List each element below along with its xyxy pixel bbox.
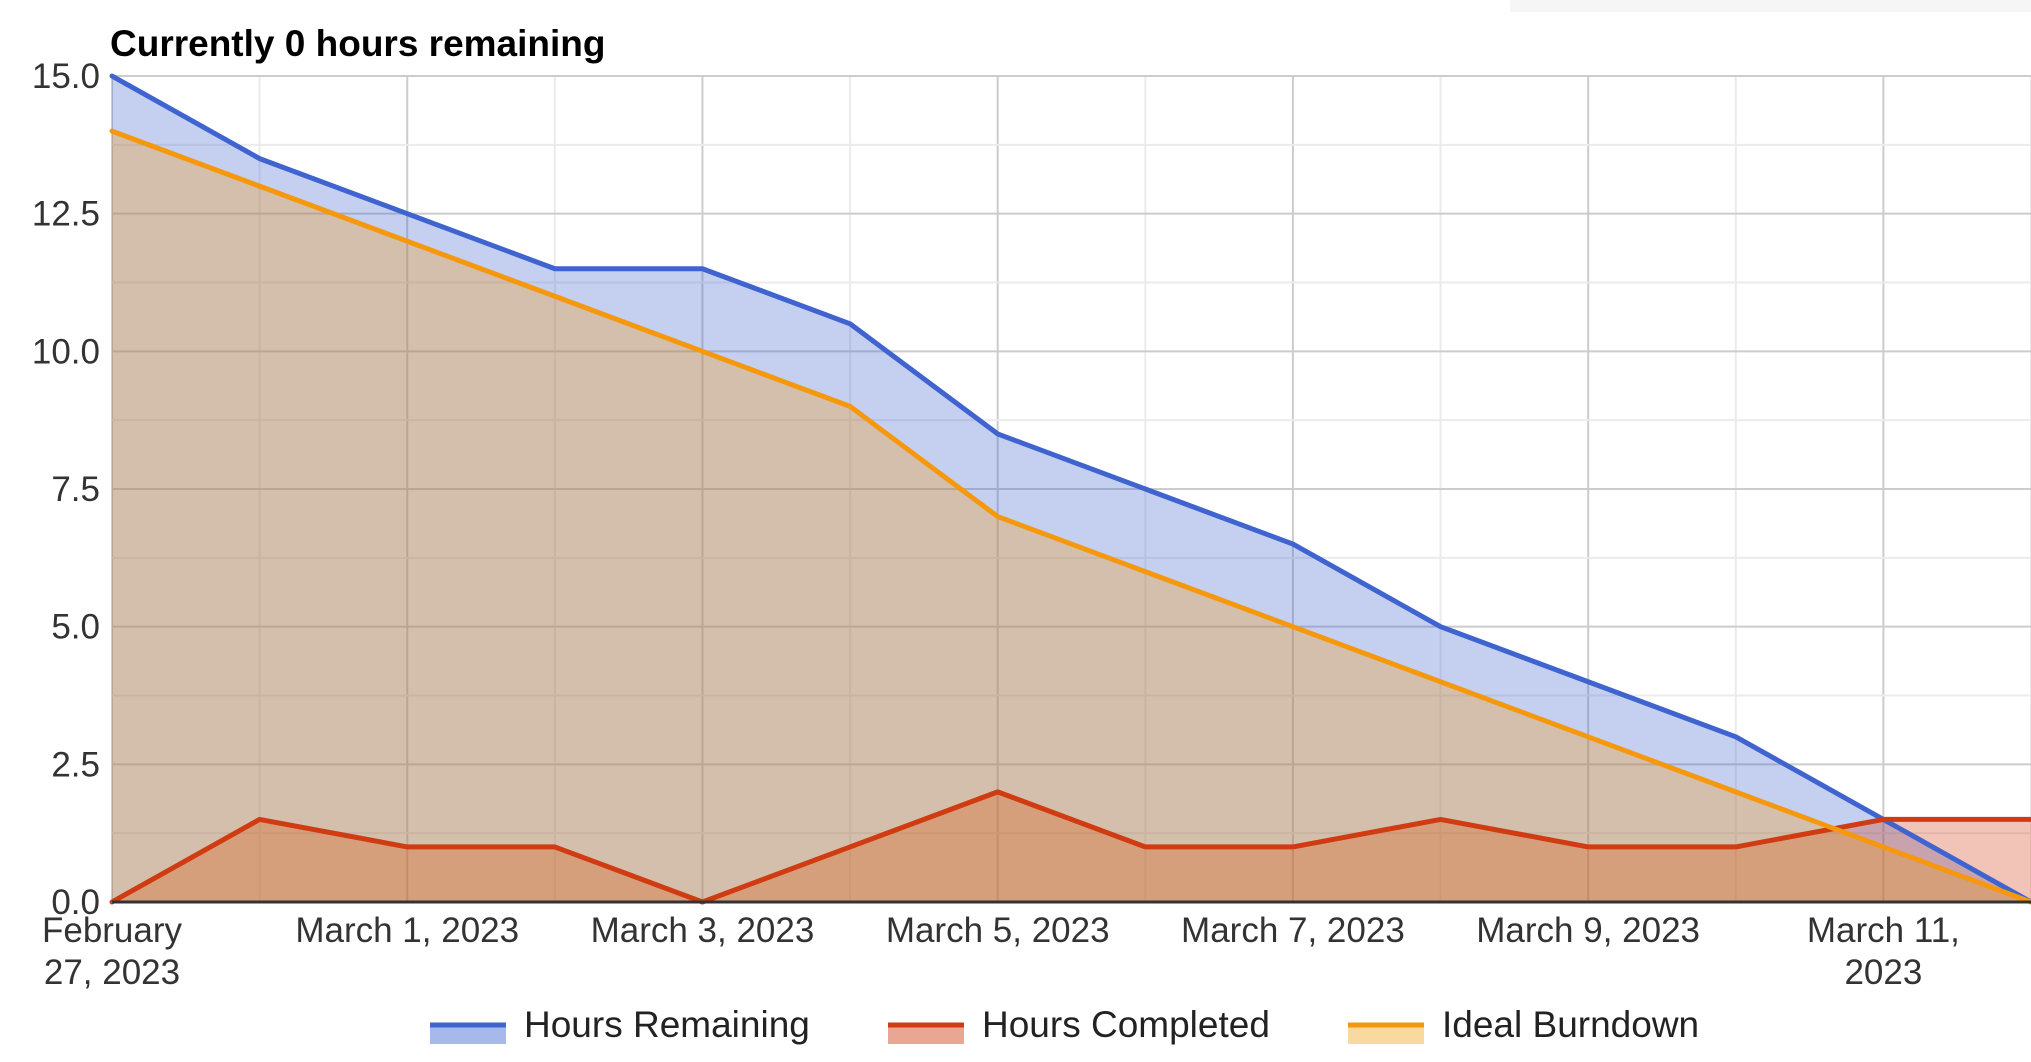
legend-item-hours-completed[interactable]: Hours Completed xyxy=(888,1004,1270,1045)
series-areas xyxy=(112,76,2031,902)
x-tick-label: February 27, 2023 xyxy=(42,911,183,992)
legend-label: Ideal Burndown xyxy=(1442,1004,1699,1045)
axes: 0.0 2.5 5.0 7.5 10.0 12.5 15.0 February 27, 2023… xyxy=(32,57,2031,992)
grid xyxy=(111,75,2031,902)
y-tick-label: 15.0 xyxy=(32,57,100,96)
chart-title: Currently 0 hours remaining xyxy=(110,23,606,64)
area-hours-completed xyxy=(112,791,2031,902)
area-ideal-burndown xyxy=(112,131,2031,902)
legend-item-hours-remaining[interactable]: Hours Remaining xyxy=(430,1004,810,1045)
area-hours-remaining xyxy=(112,76,2031,902)
y-tick-label: 7.5 xyxy=(51,470,100,509)
legend-swatch-fill xyxy=(430,1024,506,1044)
y-tick-label: 10.0 xyxy=(32,332,100,371)
legend: Hours Remaining Hours Completed Ideal Burn… xyxy=(430,1004,1699,1045)
legend-item-ideal-burndown[interactable]: Ideal Burndown xyxy=(1348,1004,1699,1045)
y-tick-label: 2.5 xyxy=(51,745,100,784)
y-tick-label: 5.0 xyxy=(51,608,100,647)
legend-label: Hours Completed xyxy=(982,1004,1270,1045)
legend-swatch-fill xyxy=(888,1024,964,1044)
y-tick-label: 0.0 xyxy=(51,883,100,922)
y-tick-label: 12.5 xyxy=(32,195,100,234)
x-tick-label: March 1, 2023 xyxy=(295,911,519,950)
legend-swatch-fill xyxy=(1348,1024,1424,1044)
line-hours-remaining xyxy=(109,73,2031,905)
line-hours-completed xyxy=(109,789,2031,905)
x-tick-label: March 9, 2023 xyxy=(1476,911,1700,950)
x-tick-label: March 3, 2023 xyxy=(591,911,815,950)
x-tick-label: March 11, 2023 xyxy=(1807,911,1960,992)
legend-label: Hours Remaining xyxy=(524,1004,810,1045)
line-ideal-burndown xyxy=(109,128,2031,905)
top-edge-bar xyxy=(1510,0,2031,12)
x-tick-label: March 7, 2023 xyxy=(1181,911,1405,950)
x-tick-label: March 5, 2023 xyxy=(886,911,1110,950)
series-lines xyxy=(109,73,2031,905)
